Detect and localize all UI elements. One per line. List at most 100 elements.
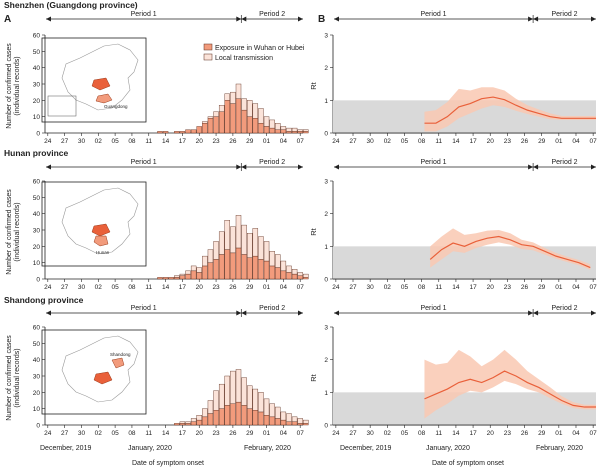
bar-local [218,383,225,409]
x-tick-label: 01 [555,138,563,145]
bar-wuhan [241,254,247,280]
bar-local [286,127,292,132]
y-tick-label: 50 [33,49,41,56]
rt-line [424,96,596,124]
china-outline-shandong [61,335,139,403]
x-tick-label: 11 [435,138,442,145]
bar-wuhan [218,408,225,426]
bar-wuhan [179,131,186,134]
province-title-shandong: Shandong province [4,295,84,305]
x-tick-label: 29 [246,430,254,437]
bar-wuhan [303,131,309,134]
bar-wuhan [235,401,242,426]
period-2-label: Period 2 [552,11,578,18]
bar-wuhan [258,259,264,280]
y-tick-label: 3 [324,325,328,332]
x-tick-label: 04 [572,138,580,145]
bar-wuhan [190,270,197,280]
ylabel-cases-shenzhen-1: Number of confirmed cases [6,43,13,129]
x-tick-label: 24 [44,138,52,145]
bar-local [196,415,202,421]
ylabel-cases-shandong-2: (individual records) [14,348,21,407]
bar-local [185,421,191,424]
bar-local [230,370,236,404]
y-tick-label: 40 [33,357,41,364]
x-tick-label: 24 [44,284,52,291]
period-1-arrow-right [236,16,242,22]
x-tick-label: 24 [332,430,340,437]
x-tick-label: 02 [384,284,392,291]
bar-wuhan [196,272,202,280]
y-tick-label: 60 [33,179,41,186]
x-tick-label: 29 [538,138,546,145]
bar-local [241,377,247,406]
bar-wuhan [202,122,208,134]
period-2-label: Period 2 [552,305,578,312]
x-tick-label: 02 [95,284,103,291]
bar-local [207,400,214,414]
x-tick-label: 07 [590,430,598,437]
guangdong-region [95,93,113,104]
bar-local [213,111,219,117]
x-tick-label: 14 [162,138,170,145]
x-tick-label: 05 [111,138,119,145]
bar-wuhan [247,408,253,426]
x-tick-label: 23 [212,430,220,437]
rt-confidence-band [430,228,591,270]
bar-local [252,103,259,119]
bar-wuhan [157,131,163,134]
y-tick-label: 0 [36,277,40,284]
bar-wuhan [174,277,180,280]
bar-local [190,265,197,272]
x-tick-label: 27 [61,430,69,437]
bar-wuhan [263,260,270,280]
period-2-arrow-left [241,164,247,170]
y-tick-label: 50 [33,341,41,348]
y-tick-label: 10 [33,260,41,267]
bar-local [218,231,225,255]
x-tick-label: 02 [384,430,392,437]
bar-local [263,398,270,416]
panel-letter-b: B [318,14,325,25]
x-tick-label: 30 [78,430,86,437]
bar-wuhan [297,131,303,134]
bar-local [280,126,287,130]
bar-wuhan [235,247,242,280]
x-tick-label: 14 [162,284,170,291]
bar-local [252,388,259,411]
x-tick-label: 23 [212,138,220,145]
period-2-arrow-left [533,164,539,170]
x-tick-label: 11 [435,430,442,437]
bar-wuhan [286,421,292,426]
bar-local [247,385,253,409]
legend-swatch-local [203,53,213,61]
bar-local [179,273,186,276]
bar-wuhan [224,249,230,280]
x-tick-label: 08 [418,138,426,145]
bar-local [303,129,309,132]
month-feb-right: February, 2020 [536,445,583,452]
period-2-arrow-left [241,310,247,316]
bar-wuhan [275,267,281,280]
bar-local [269,119,275,129]
shandong-region [111,357,125,369]
bar-local [235,369,242,403]
bar-wuhan [247,257,253,280]
bar-wuhan [303,277,309,280]
bar-wuhan [286,131,292,134]
bar-wuhan [224,405,230,426]
x-tick-label: 11 [435,284,442,291]
ylabel-cases-hunan-1: Number of confirmed cases [6,189,13,275]
bar-local [258,236,264,260]
bar-local [207,249,214,263]
bar-local [247,100,253,117]
y-tick-label: 30 [33,374,41,381]
month-dec-right: December, 2019 [340,445,391,452]
x-tick-label: 26 [521,430,529,437]
y-tick-label: 20 [33,390,41,397]
y-tick-label: 60 [33,33,41,40]
bar-wuhan [280,270,287,280]
